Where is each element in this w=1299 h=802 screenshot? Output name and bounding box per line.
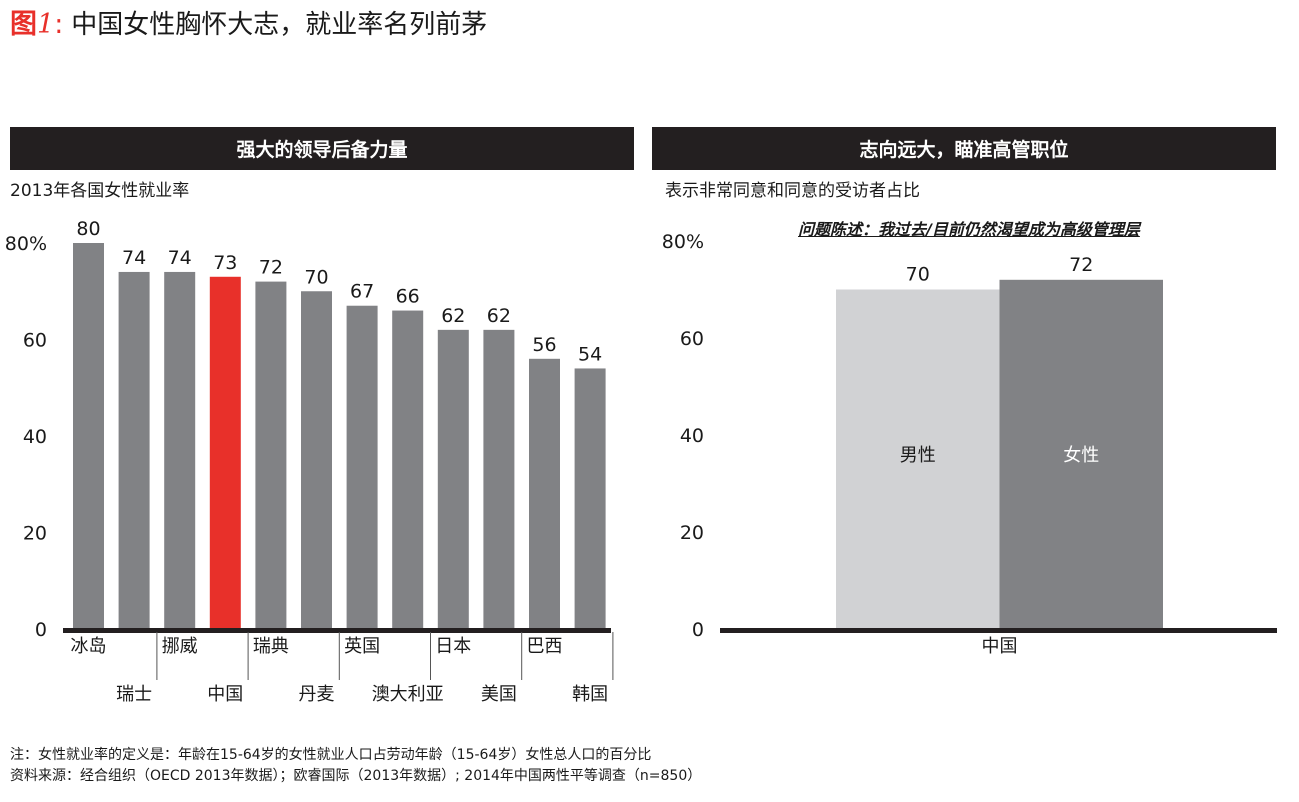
right-y-tick-label: 0 bbox=[692, 619, 704, 641]
category-label: 美国 bbox=[481, 684, 517, 705]
category-label: 英国 bbox=[344, 636, 380, 657]
bar-value-label: 73 bbox=[213, 252, 237, 274]
left-y-tick-label: 60 bbox=[23, 330, 47, 352]
series-bar-1 bbox=[836, 289, 1000, 629]
figure-title: 图1: 中国女性胸怀大志，就业率名列前茅 bbox=[10, 2, 487, 41]
category-label: 冰岛 bbox=[71, 636, 107, 657]
series-value-label: 72 bbox=[1069, 254, 1093, 276]
survey-question: 问题陈述：我过去/目前仍然渴望成为高级管理层 bbox=[798, 220, 1140, 239]
bar-value-label: 74 bbox=[122, 247, 146, 269]
bar-5 bbox=[255, 281, 287, 629]
right-panel-header: 志向远大，瞄准高管职位 bbox=[652, 127, 1276, 170]
category-label: 挪威 bbox=[162, 636, 198, 657]
figure-label: 图 bbox=[10, 9, 37, 40]
bar-12 bbox=[574, 368, 606, 629]
right-y-tick-label: 20 bbox=[680, 522, 704, 544]
bar-6 bbox=[301, 291, 332, 629]
figure-number: 1 bbox=[37, 9, 55, 40]
footnote-source: 资料来源：经合组织（OECD 2013年数据）；欧睿国际（2013年数据）; 2… bbox=[10, 768, 702, 784]
right-x-axis bbox=[720, 628, 1277, 633]
bar-value-label: 67 bbox=[350, 281, 374, 303]
bar-11 bbox=[529, 358, 560, 629]
bar-value-label: 80 bbox=[76, 218, 100, 240]
category-label: 瑞士 bbox=[116, 684, 152, 705]
bar-3 bbox=[164, 271, 196, 629]
figure-colon: : bbox=[54, 9, 64, 40]
right-y-tick-label: 80% bbox=[662, 231, 704, 253]
bar-7 bbox=[346, 305, 378, 629]
category-label: 中国 bbox=[207, 684, 243, 705]
bar-value-label: 66 bbox=[396, 286, 420, 308]
category-label: 韩国 bbox=[572, 684, 608, 705]
left-panel-subtitle: 2013年各国女性就业率 bbox=[10, 181, 190, 201]
bar-8 bbox=[392, 310, 424, 629]
left-y-tick-label: 40 bbox=[23, 426, 47, 448]
left-y-tick-label: 0 bbox=[35, 619, 47, 641]
left-x-axis bbox=[63, 628, 611, 633]
left-panel-header: 强大的领导后备力量 bbox=[10, 127, 634, 170]
series-name-label: 男性 bbox=[900, 445, 936, 466]
category-label: 巴西 bbox=[527, 636, 563, 657]
bar-4 bbox=[209, 276, 241, 629]
bar-10 bbox=[483, 329, 515, 629]
series-value-label: 70 bbox=[906, 264, 930, 286]
left-y-tick-label: 80% bbox=[5, 233, 47, 255]
bar-value-label: 62 bbox=[487, 305, 511, 327]
bar-1 bbox=[73, 243, 104, 629]
bar-value-label: 56 bbox=[532, 334, 556, 356]
series-name-label: 女性 bbox=[1063, 445, 1099, 466]
bar-value-label: 74 bbox=[168, 247, 192, 269]
footnote-definition: 注：女性就业率的定义是：年龄在15-64岁的女性就业人口占劳动年龄（15-64岁… bbox=[10, 747, 652, 763]
bar-value-label: 70 bbox=[304, 266, 328, 288]
right-y-tick-label: 60 bbox=[680, 328, 704, 350]
category-label: 丹麦 bbox=[299, 684, 335, 705]
bar-value-label: 62 bbox=[441, 305, 465, 327]
bar-value-label: 54 bbox=[578, 343, 602, 365]
bar-2 bbox=[118, 271, 150, 629]
right-panel-subtitle: 表示非常同意和同意的受访者占比 bbox=[665, 181, 920, 201]
bar-value-label: 72 bbox=[259, 257, 283, 279]
figure-title-text: 中国女性胸怀大志，就业率名列前茅 bbox=[71, 10, 488, 40]
series-bar-2 bbox=[999, 279, 1163, 629]
category-label: 日本 bbox=[435, 636, 471, 657]
right-y-tick-label: 40 bbox=[680, 425, 704, 447]
left-y-tick-label: 20 bbox=[23, 523, 47, 545]
bar-9 bbox=[437, 329, 469, 629]
category-label: 澳大利亚 bbox=[372, 684, 444, 705]
category-label: 中国 bbox=[982, 636, 1018, 657]
category-label: 瑞典 bbox=[253, 636, 289, 657]
